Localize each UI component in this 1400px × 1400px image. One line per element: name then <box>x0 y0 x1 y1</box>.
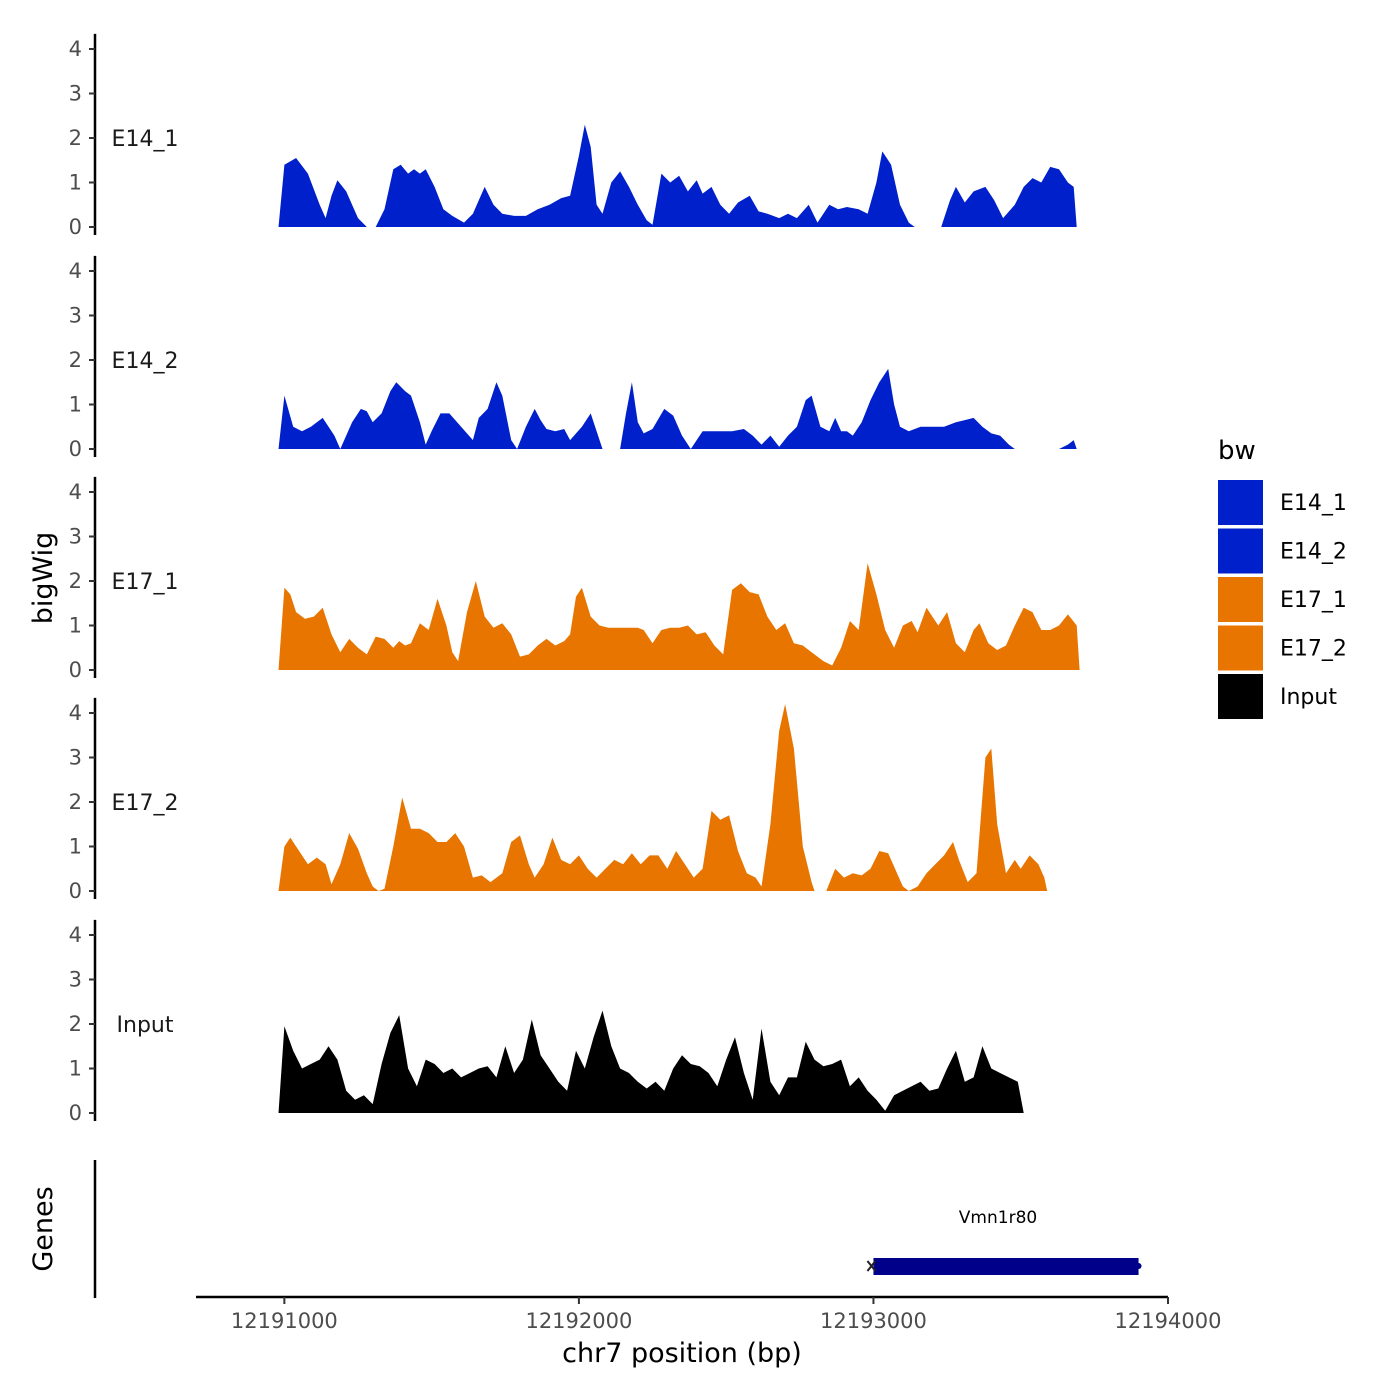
signal-area-e17-1 <box>278 563 1080 670</box>
signal-area-input <box>278 1010 1024 1113</box>
legend-label: E17_1 <box>1280 588 1347 613</box>
y-tick-label: 4 <box>69 37 82 61</box>
legend-label: Input <box>1280 685 1337 710</box>
x-tick-label: 12193000 <box>820 1309 927 1333</box>
y-tick-label: 3 <box>69 968 82 992</box>
track-e14-2: 0 1 2 3 4 E14_2 <box>69 255 1077 461</box>
track-e17-2: 0 1 2 3 4 E17_2 <box>69 697 1048 903</box>
y-tick-label: 1 <box>69 835 82 859</box>
legend-label: E14_2 <box>1280 540 1347 565</box>
track-label: Input <box>117 1013 174 1038</box>
y-tick-label: 4 <box>69 259 82 283</box>
y-tick-label: 3 <box>69 304 82 328</box>
legend-entry-e14-1: E14_1 <box>1218 480 1347 525</box>
y-tick-label: 2 <box>69 348 82 372</box>
y-tick-label: 0 <box>69 437 82 461</box>
gene-label: Vmn1r80 <box>959 1208 1037 1228</box>
track-label: E14_1 <box>112 127 179 152</box>
signal-area-e17-2 <box>278 704 1048 891</box>
y-tick-label: 4 <box>69 701 82 725</box>
gene-body <box>873 1258 1139 1275</box>
signal-area-e14-1 <box>278 124 1077 227</box>
y-tick-label: 0 <box>69 215 82 239</box>
y-tick-label: 2 <box>69 569 82 593</box>
track-label: E17_2 <box>112 791 179 816</box>
legend-swatch <box>1218 577 1263 622</box>
track-e17-1: 0 1 2 3 4 E17_1 <box>69 476 1080 682</box>
legend: bw E14_1 E14_2 E17_1 E17_2 Input <box>1218 436 1347 719</box>
y-tick-label: 3 <box>69 82 82 106</box>
y-axis-title: bigWig <box>28 532 59 625</box>
legend-swatch <box>1218 674 1263 719</box>
y-tick-label: 1 <box>69 393 82 417</box>
gene-start-marker <box>866 1260 877 1272</box>
legend-entry-e17-1: E17_1 <box>1218 577 1347 622</box>
signal-tracks: 0 1 2 3 4 E14_1 0 1 2 3 4 E14_2 0 1 2 3 4 E17_1 0 1 2 3 4 E17_2… <box>69 33 1080 1125</box>
track-e14-1: 0 1 2 3 4 E14_1 <box>69 33 1077 239</box>
track-label: E14_2 <box>112 349 179 374</box>
legend-label: E14_1 <box>1280 491 1347 516</box>
y-tick-label: 2 <box>69 126 82 150</box>
gene-annotation-panel: Vmn1r80 <box>93 1160 1142 1298</box>
track-label: E17_1 <box>112 570 179 595</box>
legend-swatch <box>1218 625 1263 671</box>
y-tick-label: 0 <box>69 1101 82 1125</box>
gene-vmn1r80: Vmn1r80 <box>866 1208 1142 1275</box>
y-tick-label: 4 <box>69 480 82 504</box>
signal-area-e14-2 <box>278 368 1077 449</box>
y-tick-label: 2 <box>69 790 82 814</box>
y-tick-label: 2 <box>69 1012 82 1036</box>
x-tick-label: 12191000 <box>231 1309 338 1333</box>
x-axis: 12191000 12192000 12193000 12194000 <box>196 1295 1222 1333</box>
legend-title: bw <box>1218 436 1256 466</box>
legend-entry-e14-2: E14_2 <box>1218 528 1347 574</box>
track-input: 0 1 2 3 4 Input <box>69 919 1024 1125</box>
legend-entry-e17-2: E17_2 <box>1218 625 1347 671</box>
gene-end-marker <box>1135 1263 1142 1269</box>
legend-entry-input: Input <box>1218 674 1337 719</box>
y-tick-label: 3 <box>69 525 82 549</box>
y-tick-label: 1 <box>69 171 82 195</box>
y-tick-label: 1 <box>69 1057 82 1081</box>
x-tick-label: 12194000 <box>1115 1309 1222 1333</box>
genes-axis-title: Genes <box>28 1186 59 1271</box>
y-tick-label: 1 <box>69 614 82 638</box>
y-tick-label: 0 <box>69 879 82 903</box>
x-axis-title: chr7 position (bp) <box>562 1338 802 1369</box>
x-tick-label: 12192000 <box>525 1309 632 1333</box>
legend-swatch <box>1218 480 1263 525</box>
y-tick-label: 0 <box>69 658 82 682</box>
legend-label: E17_2 <box>1280 637 1347 662</box>
y-tick-label: 3 <box>69 746 82 770</box>
legend-swatch <box>1218 528 1263 574</box>
y-tick-label: 4 <box>69 923 82 947</box>
